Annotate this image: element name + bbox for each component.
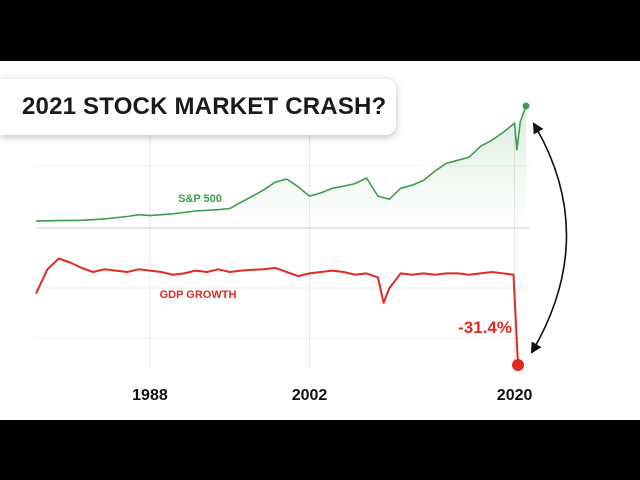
sp500-label: S&P 500	[178, 193, 222, 205]
x-tick-label: 2002	[292, 387, 328, 404]
gdp-line	[35, 257, 519, 366]
page-title: 2021 STOCK MARKET CRASH?	[22, 93, 387, 120]
letterbox-bottom	[0, 420, 640, 480]
letterbox-top	[0, 0, 640, 61]
gdp-layer: GDP GROWTH -31.4%	[35, 257, 525, 371]
gdp-drop-annotation: -31.4%	[458, 318, 512, 337]
sp500-line	[35, 105, 527, 222]
gdp-endpoint	[512, 359, 525, 371]
x-tick-label: 2020	[497, 387, 533, 404]
x-axis-ticks: 1988 2002 2020	[132, 387, 532, 404]
title-card: 2021 STOCK MARKET CRASH?	[0, 79, 396, 135]
sp500-endpoint	[522, 102, 530, 110]
gdp-label: GDP GROWTH	[160, 289, 237, 301]
comparison-arrow	[530, 122, 568, 354]
x-tick-label: 1988	[132, 387, 168, 404]
sp500-area	[36, 106, 526, 224]
sp500-layer: S&P 500	[35, 102, 530, 224]
